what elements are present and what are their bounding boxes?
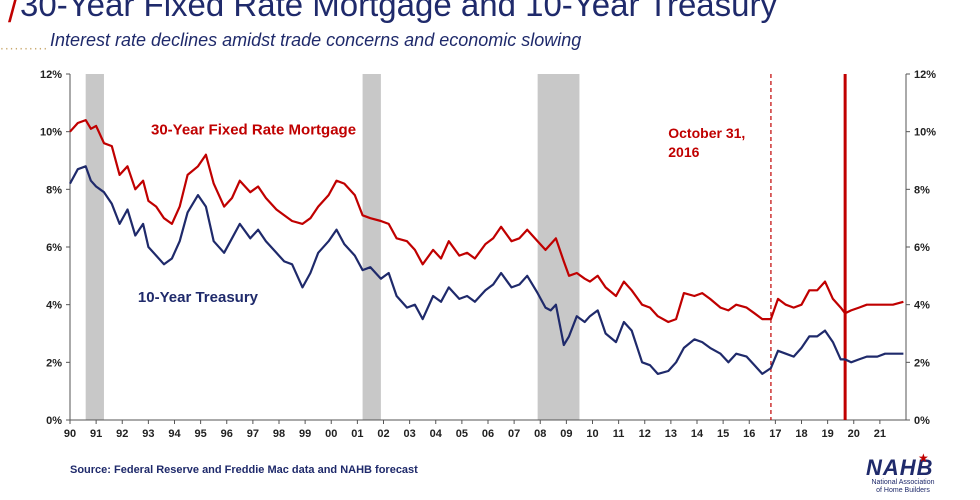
x-tick-label: 03 xyxy=(404,428,416,440)
x-tick-label: 20 xyxy=(848,428,860,440)
y-tick-label-right: 6% xyxy=(914,242,930,254)
y-tick-label-left: 10% xyxy=(40,127,62,139)
rates-line-chart: 0% 0% 2% 2% 4% 4% 6% 6% 8% 8% 10% 10% 12% 12% 90 91 92 93… xyxy=(40,69,936,440)
nahb-logo: NAHB ★ National Association of Home Buil… xyxy=(866,451,936,497)
x-tick-label: 13 xyxy=(665,428,677,440)
x-tick-label: 98 xyxy=(273,428,285,440)
y-tick-label-right: 10% xyxy=(914,127,936,139)
x-tick-label: 91 xyxy=(90,428,102,440)
series-label-mortgage: 30-Year Fixed Rate Mortgage xyxy=(151,122,356,139)
x-tick-label: 16 xyxy=(743,428,755,440)
x-tick-label: 10 xyxy=(586,428,598,440)
source-note: Source: Federal Reserve and Freddie Mac … xyxy=(70,464,418,476)
recession-band-2 xyxy=(362,74,381,420)
x-tick-label: 04 xyxy=(430,428,443,440)
decorative-dots: ·········· xyxy=(0,42,49,56)
x-tick-label: 06 xyxy=(482,428,494,440)
y-tick-label-right: 2% xyxy=(914,357,930,369)
x-tick-label: 08 xyxy=(534,428,546,440)
x-tick-label: 96 xyxy=(221,428,233,440)
y-tick-label-left: 4% xyxy=(46,300,62,312)
series-label-treasury: 10-Year Treasury xyxy=(138,289,259,306)
x-tick-label: 21 xyxy=(874,428,886,440)
logo-subtitle-line1: National Association xyxy=(871,479,935,486)
y-tick-label-left: 12% xyxy=(40,69,62,81)
recession-band-1 xyxy=(85,74,104,420)
x-tick-label: 93 xyxy=(142,428,154,440)
y-tick-label-right: 8% xyxy=(914,184,930,196)
y-tick-label-right: 12% xyxy=(914,69,936,81)
x-tick-label: 18 xyxy=(795,428,807,440)
x-tick-label: 92 xyxy=(116,428,128,440)
x-tick-label: 95 xyxy=(195,428,207,440)
x-tick-label: 11 xyxy=(613,428,625,440)
x-tick-label: 00 xyxy=(325,428,337,440)
title-accent-slash: / xyxy=(8,0,18,30)
x-tick-label: 90 xyxy=(64,428,76,440)
page-title: 30-Year Fixed Rate Mortgage and 10-Year … xyxy=(20,0,778,23)
y-tick-label-right: 4% xyxy=(914,300,930,312)
y-tick-label-left: 2% xyxy=(46,357,62,369)
x-tick-label: 02 xyxy=(377,428,389,440)
annotation-label-line1: October 31, xyxy=(668,125,745,141)
x-tick-label: 99 xyxy=(299,428,311,440)
x-tick-label: 19 xyxy=(822,428,834,440)
x-tick-label: 07 xyxy=(508,428,520,440)
logo-star-icon: ★ xyxy=(918,451,929,465)
x-tick-label: 97 xyxy=(247,428,259,440)
x-tick-label: 05 xyxy=(456,428,468,440)
x-tick-label: 94 xyxy=(168,428,181,440)
x-tick-label: 01 xyxy=(351,428,363,440)
x-tick-label: 17 xyxy=(769,428,781,440)
logo-subtitle: National Association of Home Builders xyxy=(870,479,936,495)
y-tick-label-left: 0% xyxy=(46,415,62,427)
page-subtitle: Interest rate declines amidst trade conc… xyxy=(50,30,582,50)
x-tick-label: 14 xyxy=(691,428,704,440)
y-tick-label-right: 0% xyxy=(914,415,930,427)
x-tick-label: 12 xyxy=(639,428,651,440)
series-line-mortgage xyxy=(69,119,904,324)
y-tick-label-left: 8% xyxy=(46,184,62,196)
x-tick-label: 09 xyxy=(560,428,572,440)
x-tick-label: 15 xyxy=(717,428,729,440)
annotation-label-line2: 2016 xyxy=(668,144,699,160)
y-tick-label-left: 6% xyxy=(46,242,62,254)
series-line-treasury xyxy=(69,165,904,375)
logo-subtitle-line2: of Home Builders xyxy=(876,487,930,494)
logo-wordmark: NAHB xyxy=(866,455,934,480)
